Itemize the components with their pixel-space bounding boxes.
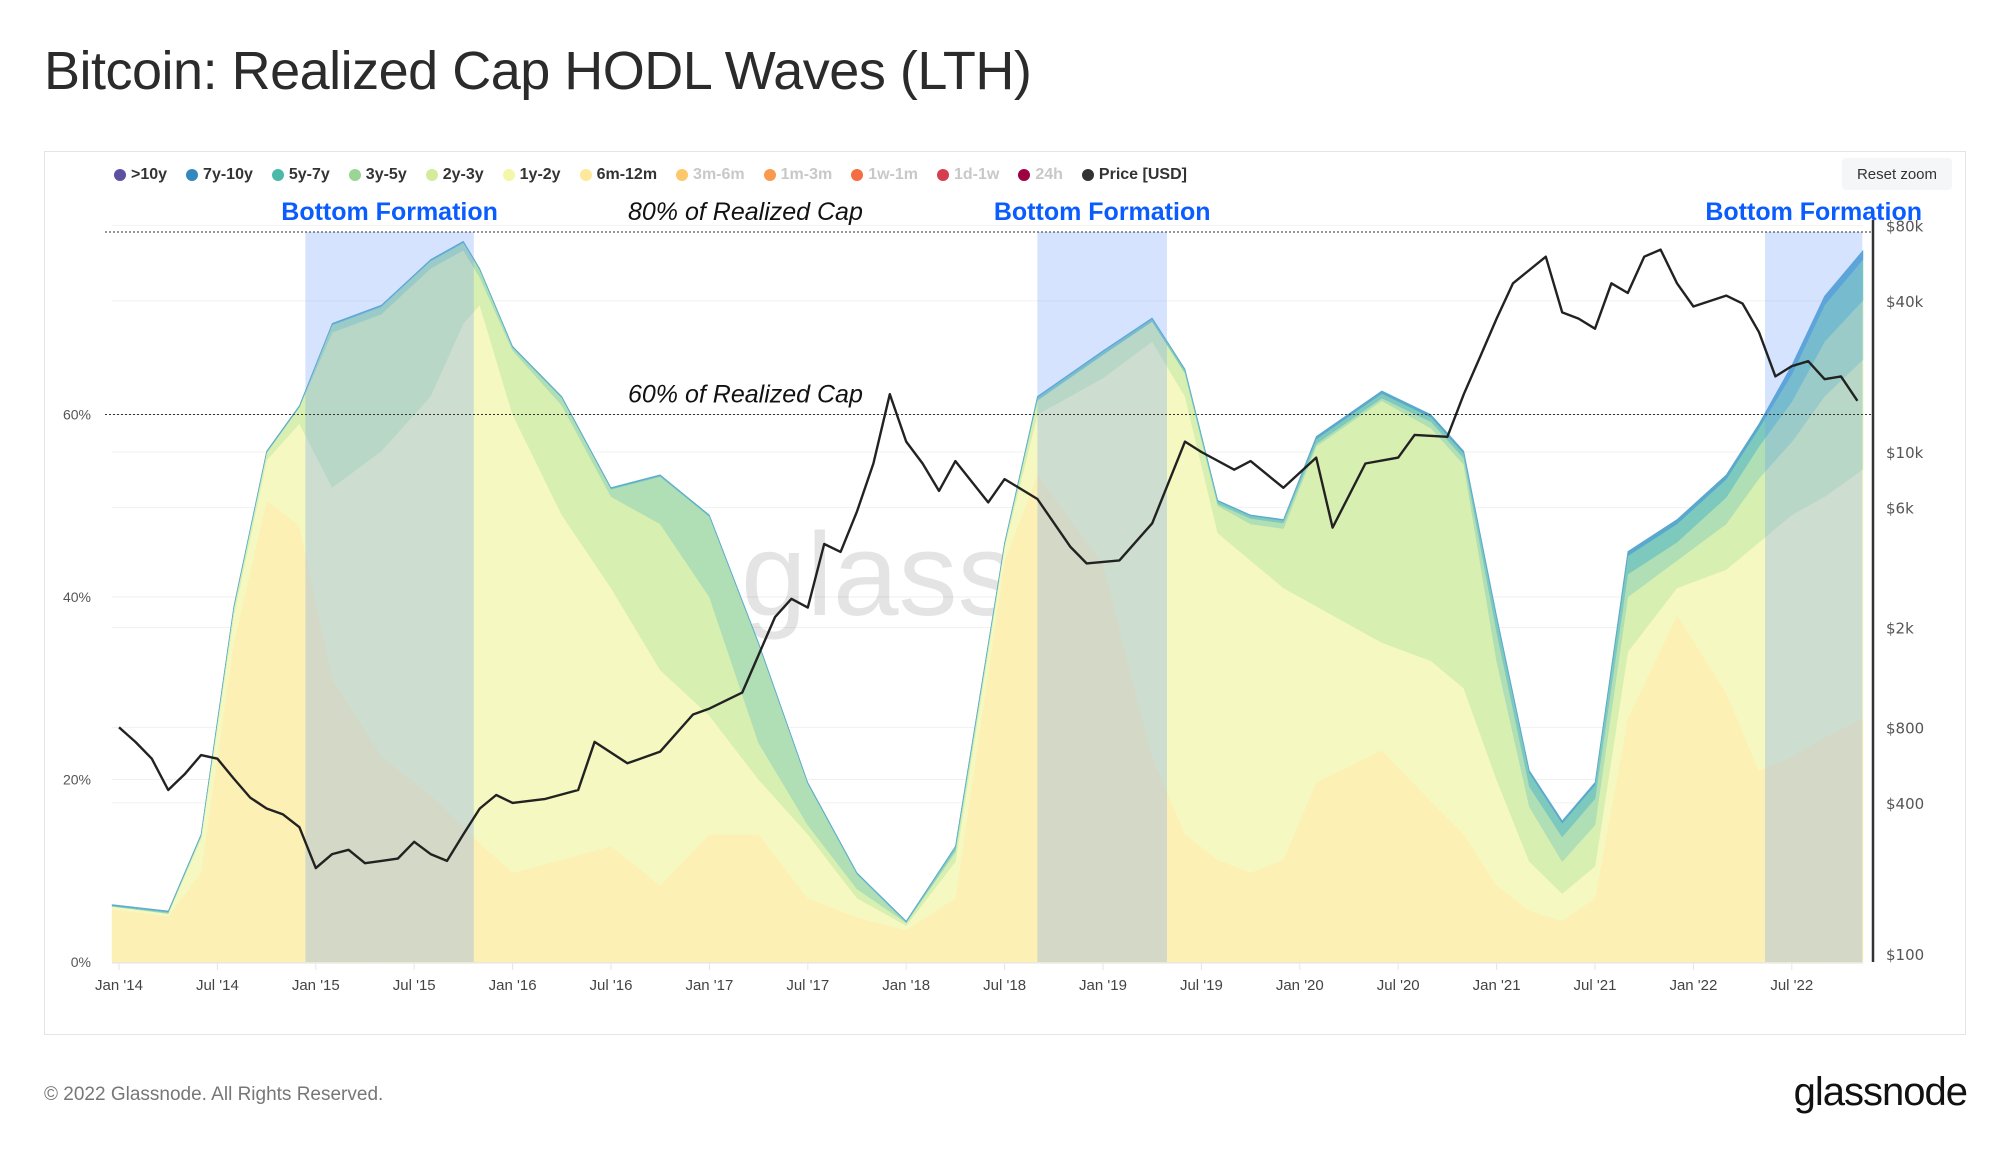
legend-dot-icon xyxy=(579,169,592,181)
legend-label: >10y xyxy=(131,166,168,183)
x-tick-label: Jan '16 xyxy=(489,977,537,994)
chart-legend: >10y 7y-10y 5y-7y 3y-5y 2y-3y 1y-2y 6m-12m 3m-6… xyxy=(114,166,1187,184)
legend-label: 3m-6m xyxy=(693,166,745,183)
legend-item[interactable]: 3y-5y xyxy=(348,166,407,184)
x-tick-label: Jan '14 xyxy=(95,977,143,994)
chart-container xyxy=(44,151,1966,1035)
x-tick-label: Jul '18 xyxy=(983,977,1026,994)
legend-item[interactable]: 1w-1m xyxy=(851,166,918,184)
legend-item[interactable]: >10y xyxy=(114,166,167,184)
x-tick-label: Jul '14 xyxy=(196,977,239,994)
price-tick-label: $2k xyxy=(1886,619,1914,637)
price-tick-label: $10k xyxy=(1886,444,1924,462)
x-tick-label: Jul '20 xyxy=(1377,977,1420,994)
x-tick-label: Jan '17 xyxy=(685,977,733,994)
glassnode-logo: glassnode xyxy=(1793,1070,1968,1114)
legend-label: 24h xyxy=(1035,166,1063,183)
legend-dot-icon xyxy=(1081,169,1094,181)
x-tick-label: Jan '21 xyxy=(1473,977,1521,994)
area-7y-10y xyxy=(111,240,1864,923)
y-tick-label: 40% xyxy=(63,589,91,605)
legend-item[interactable]: 7y-10y xyxy=(186,166,253,184)
price-tick-label: $80k xyxy=(1886,217,1924,235)
bottom-formation-label: Bottom Formation xyxy=(994,198,1211,226)
bottom-formation-label: Bottom Formation xyxy=(1705,198,1922,226)
copyright-text: © 2022 Glassnode. All Rights Reserved. xyxy=(44,1084,384,1105)
y-tick-label: 60% xyxy=(63,407,91,423)
legend-dot-icon xyxy=(1018,169,1031,181)
price-tick-label: $6k xyxy=(1886,500,1914,518)
x-tick-label: Jan '15 xyxy=(292,977,340,994)
legend-dot-icon xyxy=(186,169,199,181)
bottom-formation-region xyxy=(1765,232,1863,962)
legend-dot-icon xyxy=(271,169,284,181)
legend-item[interactable]: 2y-3y xyxy=(425,166,484,184)
x-tick-label: Jan '20 xyxy=(1276,977,1324,994)
legend-label: 1w-1m xyxy=(868,166,918,183)
legend-label: 5y-7y xyxy=(288,166,330,183)
legend-label: 2y-3y xyxy=(442,166,484,183)
legend-label: 6m-12m xyxy=(596,166,658,183)
page-title: Bitcoin: Realized Cap HODL Waves (LTH) xyxy=(44,41,1032,101)
legend-dot-icon xyxy=(502,169,515,181)
x-tick-label: Jan '18 xyxy=(882,977,930,994)
legend-dot-icon xyxy=(676,169,689,181)
legend-item[interactable]: 5y-7y xyxy=(271,166,330,184)
legend-item[interactable]: 1d-1w xyxy=(937,166,999,184)
legend-item[interactable]: Price [USD] xyxy=(1081,166,1187,184)
legend-dot-icon xyxy=(114,169,126,181)
reset-zoom-button[interactable]: Reset zoom xyxy=(1842,158,1952,190)
x-tick-label: Jan '22 xyxy=(1669,977,1717,994)
x-tick-label: Jul '15 xyxy=(393,977,436,994)
price-tick-label: $100 xyxy=(1886,946,1924,964)
legend-label: 1d-1w xyxy=(954,166,1000,183)
legend-item[interactable]: 3m-6m xyxy=(676,166,745,184)
legend-item[interactable]: 24h xyxy=(1018,166,1063,184)
price-tick-label: $40k xyxy=(1886,293,1924,311)
price-line xyxy=(118,248,1859,870)
legend-label: 3y-5y xyxy=(365,166,407,183)
x-tick-label: Jul '19 xyxy=(1180,977,1223,994)
legend-dot-icon xyxy=(937,169,949,181)
bottom-formation-label: Bottom Formation xyxy=(281,198,498,226)
x-tick-label: Jan '19 xyxy=(1079,977,1127,994)
y-tick-label: 20% xyxy=(63,772,91,788)
x-tick-label: Jul '16 xyxy=(590,977,633,994)
price-tick-label: $400 xyxy=(1886,795,1924,813)
legend-label: Price [USD] xyxy=(1098,166,1187,183)
x-tick-label: Jul '17 xyxy=(786,977,829,994)
legend-dot-icon xyxy=(763,169,776,181)
y-tick-label: 0% xyxy=(71,954,91,970)
legend-dot-icon xyxy=(348,169,361,181)
legend-item[interactable]: 1m-3m xyxy=(763,166,833,184)
reference-line-label: 60% of Realized Cap xyxy=(628,381,863,409)
legend-dot-icon xyxy=(425,169,438,181)
legend-label: 7y-10y xyxy=(203,166,253,183)
price-tick-label: $800 xyxy=(1886,719,1924,737)
legend-label: 1y-2y xyxy=(519,166,561,183)
legend-item[interactable]: 1y-2y xyxy=(502,166,561,184)
legend-dot-icon xyxy=(851,169,864,181)
x-tick-label: Jul '22 xyxy=(1770,977,1813,994)
legend-item[interactable]: 6m-12m xyxy=(579,166,658,184)
x-tick-label: Jul '21 xyxy=(1574,977,1617,994)
legend-label: 1m-3m xyxy=(780,166,833,183)
reference-line-label: 80% of Realized Cap xyxy=(628,198,863,226)
bottom-formation-region xyxy=(305,232,474,962)
bottom-formation-region xyxy=(1037,232,1167,962)
